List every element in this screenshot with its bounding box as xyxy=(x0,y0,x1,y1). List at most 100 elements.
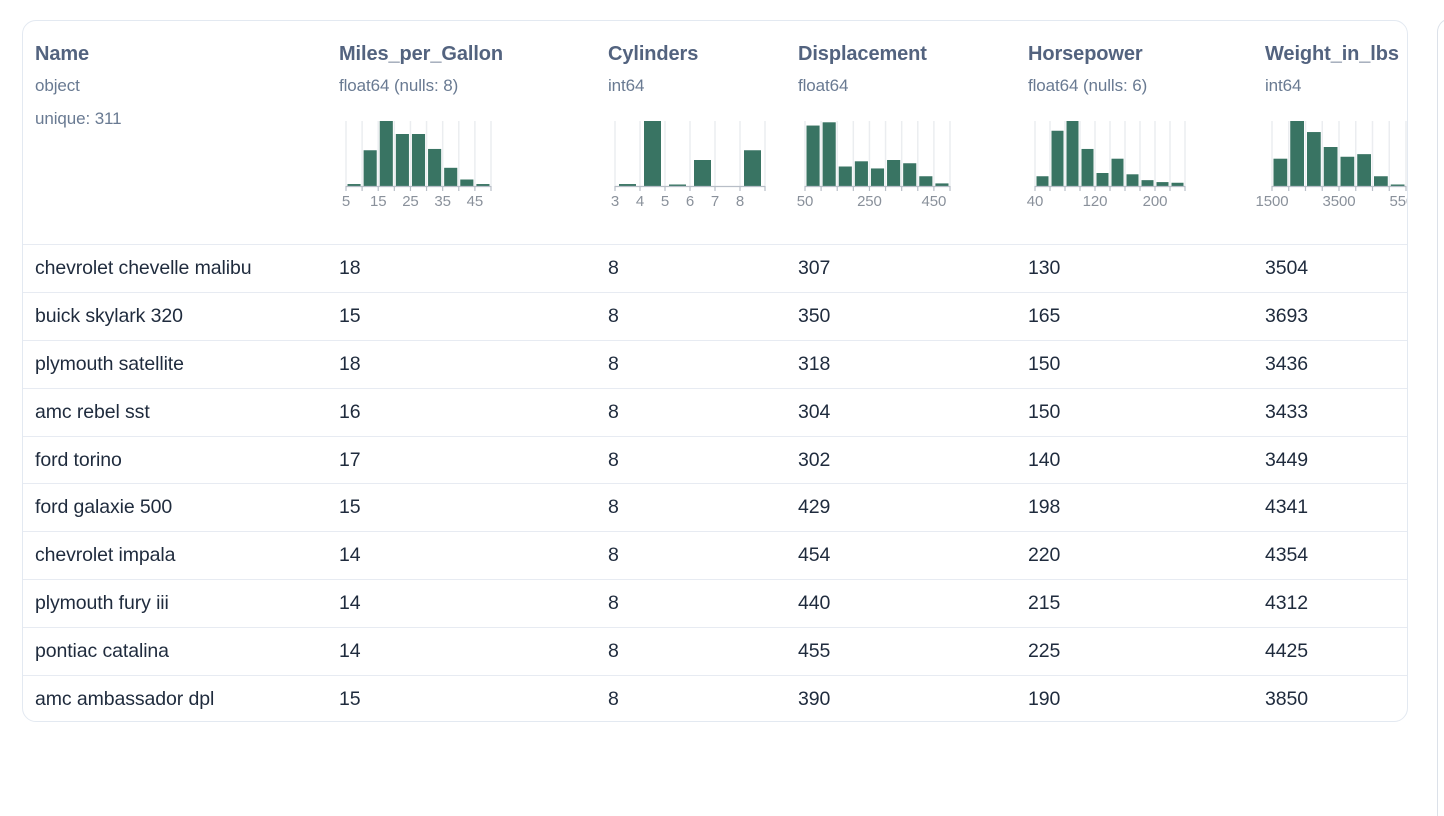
table-row: buick skylark 320 15 8 350 165 3693 xyxy=(23,291,1407,340)
cell-horsepower: 150 xyxy=(1028,400,1061,423)
cell-name: amc ambassador dpl xyxy=(35,688,215,711)
cell-horsepower: 190 xyxy=(1028,688,1061,711)
cell-horsepower: 220 xyxy=(1028,544,1061,567)
cell-displacement: 307 xyxy=(798,257,831,279)
table-body: chevrolet chevelle malibu 18 8 307 130 3504 bu… xyxy=(23,244,1407,721)
table-row: pontiac catalina 14 8 455 225 4425 xyxy=(23,627,1407,675)
cell-miles_per_gallon: 15 xyxy=(339,688,361,711)
column-title: Miles_per_Gallon xyxy=(339,43,504,65)
cell-name: pontiac catalina xyxy=(35,640,169,663)
cell-miles_per_gallon: 15 xyxy=(339,304,361,327)
adjacent-panel-edge xyxy=(1437,18,1444,816)
histogram-horsepower[interactable]: 40 120 200 xyxy=(1027,121,1186,211)
cell-horsepower: 130 xyxy=(1028,257,1061,279)
cell-cylinders: 8 xyxy=(608,400,619,423)
cell-displacement: 455 xyxy=(798,640,831,663)
table-row: ford torino 17 8 302 140 3449 xyxy=(23,435,1407,484)
table-row: plymouth fury iii 14 8 440 215 4312 xyxy=(23,579,1407,627)
svg-text:1500: 1500 xyxy=(1256,193,1289,210)
cell-miles_per_gallon: 14 xyxy=(339,592,361,615)
column-title: Name xyxy=(35,43,90,65)
cell-name: chevrolet impala xyxy=(35,544,176,567)
table-row: chevrolet chevelle malibu 18 8 307 130 3504 xyxy=(23,244,1407,292)
column-title: Weight_in_lbs xyxy=(1265,43,1399,65)
cell-weight_in_lbs: 3436 xyxy=(1265,352,1308,375)
cell-weight_in_lbs: 3850 xyxy=(1265,688,1308,711)
svg-text:450: 450 xyxy=(922,193,947,210)
cell-horsepower: 165 xyxy=(1028,304,1061,327)
table-row: amc ambassador dpl 15 8 390 190 3850 xyxy=(23,675,1407,721)
svg-text:5: 5 xyxy=(342,193,350,210)
column-type: float64 xyxy=(798,76,849,95)
column-title: Horsepower xyxy=(1028,43,1143,65)
column-header-displacement[interactable]: Displacement float64 50 250 450 xyxy=(786,21,1016,244)
column-unique-count: unique: 311 xyxy=(35,109,122,128)
svg-text:5500: 5500 xyxy=(1390,193,1408,210)
cell-miles_per_gallon: 17 xyxy=(339,448,361,471)
cell-miles_per_gallon: 14 xyxy=(339,544,361,567)
cell-weight_in_lbs: 4425 xyxy=(1265,640,1308,663)
column-header-name[interactable]: Name object unique: 311 xyxy=(23,21,327,244)
cell-cylinders: 8 xyxy=(608,640,619,663)
cell-displacement: 302 xyxy=(798,448,831,471)
column-type: object xyxy=(35,76,80,95)
svg-text:7: 7 xyxy=(711,193,719,210)
cell-cylinders: 8 xyxy=(608,592,619,615)
table-footer: 406 rows, 9 columns « ‹ Page 1 of 41 › »… xyxy=(0,722,1444,816)
svg-text:8: 8 xyxy=(736,193,744,210)
cell-displacement: 390 xyxy=(798,688,831,711)
cell-cylinders: 8 xyxy=(608,352,619,375)
svg-text:5: 5 xyxy=(661,193,669,210)
column-type: int64 xyxy=(1265,76,1302,95)
cell-name: amc rebel sst xyxy=(35,400,150,423)
table-row: ford galaxie 500 15 8 429 198 4341 xyxy=(23,483,1407,531)
svg-text:50: 50 xyxy=(797,193,814,210)
column-header-miles_per_gallon[interactable]: Miles_per_Gallon float64 (nulls: 8) 5 15 25 3… xyxy=(327,21,596,244)
histogram-displacement[interactable]: 50 250 450 xyxy=(797,121,951,211)
cell-weight_in_lbs: 3504 xyxy=(1265,257,1308,279)
column-header-horsepower[interactable]: Horsepower float64 (nulls: 6) 40 120 200 xyxy=(1016,21,1253,244)
cell-cylinders: 8 xyxy=(608,688,619,711)
column-type: int64 xyxy=(608,76,645,95)
cell-name: buick skylark 320 xyxy=(35,304,183,327)
cell-miles_per_gallon: 18 xyxy=(339,257,361,279)
svg-text:40: 40 xyxy=(1027,193,1044,210)
histogram-miles_per_gallon[interactable]: 5 15 25 35 45 xyxy=(342,121,492,211)
cell-cylinders: 8 xyxy=(608,257,619,279)
svg-text:4: 4 xyxy=(636,193,644,210)
cell-name: plymouth fury iii xyxy=(35,592,169,615)
svg-text:15: 15 xyxy=(370,193,387,210)
cell-miles_per_gallon: 16 xyxy=(339,400,361,423)
cell-name: ford torino xyxy=(35,448,122,471)
cell-weight_in_lbs: 4354 xyxy=(1265,544,1308,567)
cell-horsepower: 150 xyxy=(1028,352,1061,375)
cell-cylinders: 8 xyxy=(608,544,619,567)
cell-horsepower: 215 xyxy=(1028,592,1061,615)
svg-text:3: 3 xyxy=(611,193,619,210)
column-header-cylinders[interactable]: Cylinders int64 3 4 5 6 7 8 xyxy=(596,21,786,244)
cell-weight_in_lbs: 3449 xyxy=(1265,448,1308,471)
svg-text:120: 120 xyxy=(1083,193,1108,210)
svg-text:35: 35 xyxy=(434,193,451,210)
cell-horsepower: 225 xyxy=(1028,640,1061,663)
column-title: Displacement xyxy=(798,43,927,65)
cell-displacement: 454 xyxy=(798,544,831,567)
cell-displacement: 440 xyxy=(798,592,831,615)
column-type: float64 (nulls: 6) xyxy=(1028,76,1148,95)
column-header-weight_in_lbs[interactable]: Weight_in_lbs int64 1500 3500 5500 xyxy=(1253,21,1408,244)
cell-weight_in_lbs: 4312 xyxy=(1265,592,1308,615)
cell-displacement: 304 xyxy=(798,400,831,423)
cell-displacement: 350 xyxy=(798,304,831,327)
cell-name: ford galaxie 500 xyxy=(35,496,173,519)
column-title: Cylinders xyxy=(608,43,699,65)
histogram-weight_in_lbs[interactable]: 1500 3500 5500 xyxy=(1256,121,1408,211)
cell-horsepower: 198 xyxy=(1028,496,1061,519)
cell-name: plymouth satellite xyxy=(35,352,184,375)
cell-name: chevrolet chevelle malibu xyxy=(35,257,252,279)
cell-cylinders: 8 xyxy=(608,448,619,471)
cell-weight_in_lbs: 4341 xyxy=(1265,496,1308,519)
svg-text:3500: 3500 xyxy=(1323,193,1356,210)
